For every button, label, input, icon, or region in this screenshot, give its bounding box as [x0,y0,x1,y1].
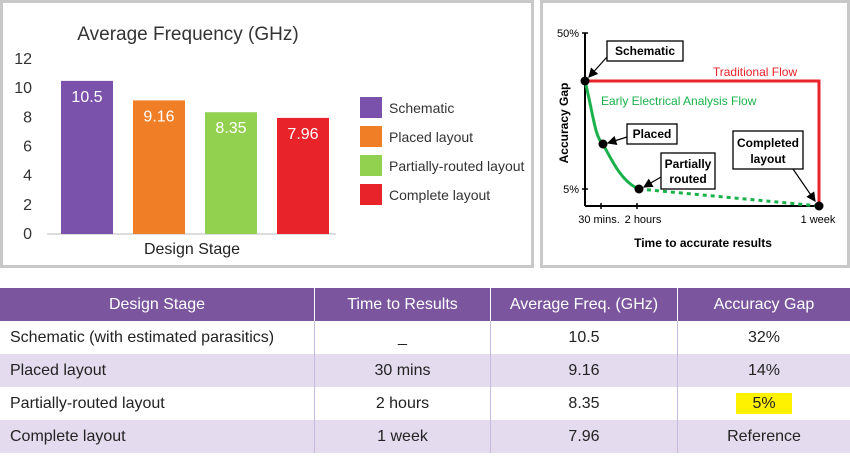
y-tick-label-5: 5% [563,184,579,196]
cell-gap: 14% [677,354,850,387]
bar-value-label: 9.16 [143,108,174,125]
legend-swatch-partial [360,155,382,176]
legend-swatch-schematic [360,97,382,118]
x-tick-label-2h: 2 hours [625,214,662,226]
callout-completed-text-1: Completed [737,136,799,150]
bar-partial [205,112,257,234]
bar-value-label: 10.5 [71,89,102,106]
cell-stage: Partially-routed layout [0,387,315,420]
y-tick-label: 4 [23,168,32,185]
header-design-stage: Design Stage [0,288,315,321]
y-tick-label: 2 [23,197,32,214]
highlighted-gap: 5% [736,392,792,414]
callout-completed-text-2: layout [750,152,785,166]
x-axis-title: Time to accurate results [634,236,772,250]
header-average-freq: Average Freq. (GHz) [490,288,678,321]
cell-time: 1 week [314,420,491,453]
cell-freq: 7.96 [490,420,678,453]
results-table: Design Stage Time to Results Average Fre… [0,288,850,453]
legend-swatch-complete [360,184,382,205]
bar-complete [277,117,329,234]
accuracy-gap-chart: 50% 5% 30 mins. 2 hours 1 week Time to a… [557,28,836,250]
y-axis-title: Accuracy Gap [557,83,571,164]
bar-value-label: 7.96 [287,126,318,143]
y-tick-label: 8 [23,109,32,126]
y-tick-label: 10 [14,80,32,97]
cell-time: 2 hours [314,387,491,420]
legend-swatch-placed [360,126,382,147]
callout-placed: Placed [606,123,678,146]
y-tick-label: 12 [14,51,32,68]
accuracy-chart-panel: 50% 5% 30 mins. 2 hours 1 week Time to a… [540,0,850,268]
traditional-flow-label: Traditional Flow [713,65,798,79]
traditional-flow-line [585,79,821,206]
y-tick-label-50: 50% [557,28,579,40]
legend-label: Placed layout [389,129,473,145]
point-placed [598,139,608,149]
x-axis-label: Design Stage [144,241,240,258]
cell-freq: 9.16 [490,354,678,387]
cell-gap: Reference [677,420,850,453]
cell-gap: 5% [677,387,850,420]
table-row: Partially-routed layout 2 hours 8.35 5% [0,387,850,420]
early-flow-dotted-tail [638,187,820,208]
point-complete [814,201,824,211]
callout-completed: Completed layout [732,130,816,202]
callout-schematic: Schematic [588,40,684,78]
legend-label: Schematic [389,100,454,116]
cell-freq: 8.35 [490,387,678,420]
y-tick-label: 0 [23,226,32,243]
frequency-bar-chart: Average Frequency (GHz) 0 2 4 6 8 10 12 10.5 9.… [14,24,525,258]
header-time-to-results: Time to Results [314,288,491,321]
legend-label: Complete layout [389,187,490,203]
table-row: Placed layout 30 mins 9.16 14% [0,354,850,387]
early-flow-label: Early Electrical Analysis Flow [601,94,757,108]
callout-partial: Partially routed [642,152,716,190]
bar-placed [133,100,185,235]
cell-freq: 10.5 [490,321,678,354]
callout-partial-text-2: routed [669,172,706,186]
callout-partial-text-1: Partially [665,157,712,171]
table-row: Schematic (with estimated parasitics) _ … [0,321,850,354]
chart-title: Average Frequency (GHz) [77,24,298,45]
bar-schematic [61,80,113,234]
y-tick-label: 6 [23,139,32,156]
table-row: Complete layout 1 week 7.96 Reference [0,420,850,453]
point-schematic [580,76,590,86]
bar-value-label: 8.35 [215,120,246,137]
cell-stage: Placed layout [0,354,315,387]
x-tick-label-30min: 30 mins. [578,214,620,226]
cell-gap: 32% [677,321,850,354]
bar-chart-panel: Average Frequency (GHz) 0 2 4 6 8 10 12 10.5 9.… [0,0,534,268]
cell-time: 30 mins [314,354,491,387]
callout-schematic-text: Schematic [615,44,675,58]
point-partial [634,184,644,194]
cell-stage: Complete layout [0,420,315,453]
x-tick-label-1week: 1 week [801,214,836,226]
cell-time: _ [314,321,491,354]
callout-placed-text: Placed [633,127,672,141]
header-accuracy-gap: Accuracy Gap [677,288,850,321]
legend-label: Partially-routed layout [389,158,525,174]
table-header-row: Design Stage Time to Results Average Fre… [0,288,850,321]
cell-stage: Schematic (with estimated parasitics) [0,321,315,354]
